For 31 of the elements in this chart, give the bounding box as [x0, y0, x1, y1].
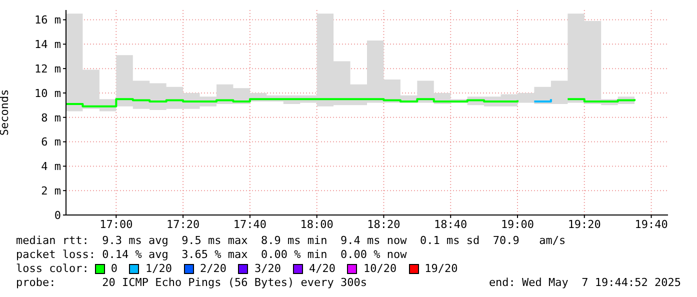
text: probe: 20 ICMP Echo Pings (56 Bytes) every 300s — [16, 276, 367, 290]
y-tick-label: 12 m — [34, 62, 62, 76]
y-tick-label: 8 m — [41, 111, 62, 124]
y-tick-label: 0 — [54, 208, 61, 222]
text: end: Wed May 7 19:44:52 2025 — [488, 276, 681, 290]
x-tick-label: 17:00 — [100, 218, 133, 231]
legend-label: 3/20 — [254, 262, 281, 276]
y-tick-label: 10 m — [34, 86, 62, 100]
y-tick-label: 6 m — [41, 136, 62, 149]
text: median rtt: 9.3 ms avg 9.5 ms max 8.9 ms min 9.4 ms now 0.1 ms sd 70.9 am/s — [16, 234, 567, 248]
legend-label: 19/20 — [424, 262, 458, 276]
legend-label: 10/20 — [363, 262, 397, 276]
x-tick-label: 19:00 — [500, 218, 534, 231]
legend-label: 0 — [110, 262, 118, 276]
x-tick-label: 18:20 — [367, 218, 400, 231]
text: packet loss: 0.14 % avg 3.65 % max 0.00 % min 0.00 % now — [16, 248, 408, 262]
legend-label: 2/20 — [200, 262, 226, 276]
y-tick-label: 16 m — [34, 14, 62, 27]
x-tick-label: 18:00 — [300, 218, 334, 231]
x-tick-label: 19:40 — [634, 218, 668, 231]
x-tick-label: 17:20 — [166, 218, 200, 231]
x-tick-label: 18:40 — [434, 218, 468, 231]
legend-label: 4/20 — [308, 262, 336, 276]
y-tick-label: 14 m — [34, 38, 62, 52]
x-tick-label: 17:40 — [233, 218, 267, 231]
x-tick-label: 19:20 — [568, 218, 601, 231]
legend-title: loss color: — [16, 262, 89, 276]
y-tick-label: 2 m — [41, 184, 62, 198]
y-tick-label: 4 m — [41, 160, 62, 174]
legend-label: 1/20 — [145, 262, 172, 276]
y-axis-title: Seconds — [0, 89, 11, 136]
